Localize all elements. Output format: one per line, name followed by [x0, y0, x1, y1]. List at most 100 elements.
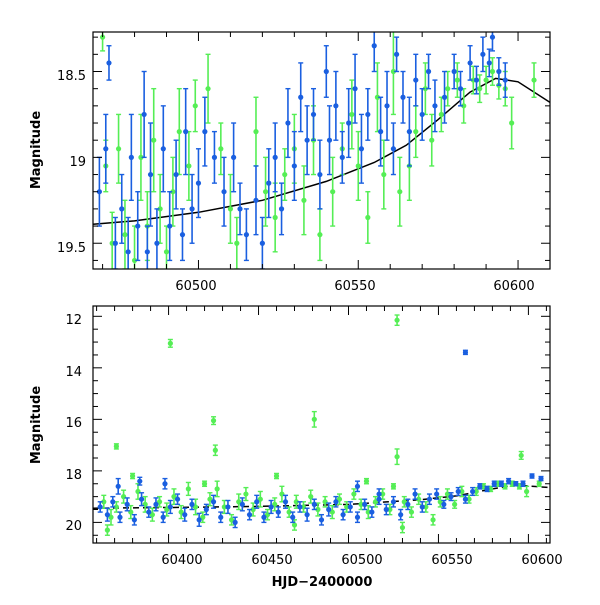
top-blue-point: [352, 86, 358, 92]
bottom-green-point: [207, 496, 213, 502]
bottom-blue-point: [104, 512, 110, 518]
bottom-x-tick-label: 60500: [341, 553, 382, 568]
bottom-green-point: [171, 494, 177, 500]
bottom-blue-point: [261, 514, 267, 520]
top-blue-point: [406, 129, 412, 135]
bottom-blue-point: [405, 501, 411, 507]
bottom-green-point: [101, 499, 107, 505]
bottom-green-outlier-point: [518, 452, 524, 459]
bottom-blue-point: [520, 481, 526, 487]
top-green-point: [282, 171, 288, 178]
bottom-blue-point: [333, 499, 339, 505]
bottom-x-axis-label: HJD−2400000: [272, 575, 373, 590]
top-blue-point: [384, 103, 390, 109]
bottom-green-point: [423, 504, 429, 510]
bottom-blue-point: [538, 475, 544, 482]
bottom-green-point: [351, 491, 357, 497]
top-green-point: [531, 77, 537, 83]
bottom-green-point: [336, 496, 343, 502]
bottom-green-point: [509, 481, 515, 487]
bottom-green-point: [329, 509, 335, 515]
top-blue-point: [202, 129, 208, 135]
bottom-model-line: [93, 484, 550, 509]
bottom-y-tick-label: 20: [65, 519, 82, 534]
top-panel: 60500 60550 60600 18.5 19 19.5 Magnitude: [29, 31, 551, 294]
bottom-green-point: [380, 491, 386, 497]
bottom-green-outlier-point: [167, 340, 173, 346]
top-blue-point: [496, 68, 502, 75]
bottom-blue-point: [196, 517, 202, 523]
top-blue-point: [467, 60, 473, 66]
top-blue-series: [96, 32, 508, 269]
top-blue-point: [128, 154, 134, 160]
bottom-blue-point: [398, 512, 404, 518]
bottom-green-point: [430, 517, 436, 523]
bottom-blue-point: [455, 488, 461, 495]
bottom-panel: 60400 60450 60500 60550 60600 12 14 16 1…: [29, 305, 563, 590]
bottom-green-point: [291, 522, 298, 528]
top-blue-point: [502, 77, 508, 83]
bottom-blue-outlier-point: [462, 349, 469, 355]
bottom-blue-point: [246, 512, 253, 518]
bottom-blue-point: [210, 499, 217, 505]
top-blue-point: [253, 197, 259, 203]
bottom-green-point: [221, 504, 227, 510]
bottom-green-point: [308, 494, 314, 500]
top-blue-point: [390, 146, 397, 152]
bottom-blue-point: [162, 481, 168, 487]
bottom-green-point: [536, 481, 542, 487]
top-blue-point: [119, 206, 125, 212]
top-green-point: [170, 189, 176, 195]
bottom-blue-point: [153, 501, 159, 507]
top-y-tick-label: 18.5: [57, 69, 86, 84]
bottom-green-point: [149, 512, 155, 518]
bottom-green-point: [164, 506, 170, 513]
top-blue-point: [457, 86, 464, 92]
bottom-blue-point: [97, 504, 103, 510]
top-green-point: [122, 232, 128, 238]
top-blue-point: [333, 103, 339, 109]
bottom-blue-point: [115, 483, 121, 489]
bottom-ticks: [93, 306, 550, 543]
bottom-blue-point: [376, 491, 382, 497]
bottom-green-point: [408, 509, 415, 515]
top-green-point: [454, 77, 460, 83]
top-green-point: [115, 146, 122, 152]
top-blue-point: [358, 146, 365, 152]
bottom-green-point: [452, 501, 458, 507]
bottom-green-point: [344, 504, 350, 510]
bottom-blue-point: [412, 491, 418, 497]
top-green-point: [227, 206, 234, 212]
top-green-point: [253, 129, 259, 135]
bottom-green-point: [201, 481, 208, 487]
top-blue-point: [285, 120, 291, 126]
top-green-point: [192, 103, 198, 109]
bottom-green-outlier-point: [311, 416, 317, 422]
bottom-blue-point: [426, 496, 433, 502]
bottom-green-point: [293, 499, 299, 505]
top-blue-point: [400, 94, 406, 100]
bottom-axes-frame: [92, 305, 551, 544]
bottom-blue-point: [419, 504, 425, 510]
bottom-green-outlier-point: [210, 418, 217, 424]
bottom-blue-point: [369, 509, 375, 515]
bottom-green-point: [466, 496, 472, 502]
bottom-model-curve: [93, 484, 550, 509]
bottom-y-axis-label: Magnitude: [29, 386, 44, 465]
bottom-green-outlier-point: [394, 317, 400, 323]
bottom-green-point: [185, 486, 191, 492]
top-blue-point: [144, 249, 150, 255]
bottom-blue-point: [138, 496, 145, 502]
bottom-blue-point: [167, 504, 173, 510]
bottom-green-point: [480, 483, 487, 489]
bottom-green-point: [236, 499, 242, 505]
bottom-green-point: [390, 483, 397, 489]
bottom-green-point: [416, 496, 422, 502]
bottom-y-tick-label: 18: [65, 468, 82, 483]
bottom-green-point: [473, 488, 479, 495]
top-green-point: [157, 206, 163, 212]
bottom-blue-point: [506, 478, 512, 484]
bottom-blue-point: [484, 486, 490, 492]
